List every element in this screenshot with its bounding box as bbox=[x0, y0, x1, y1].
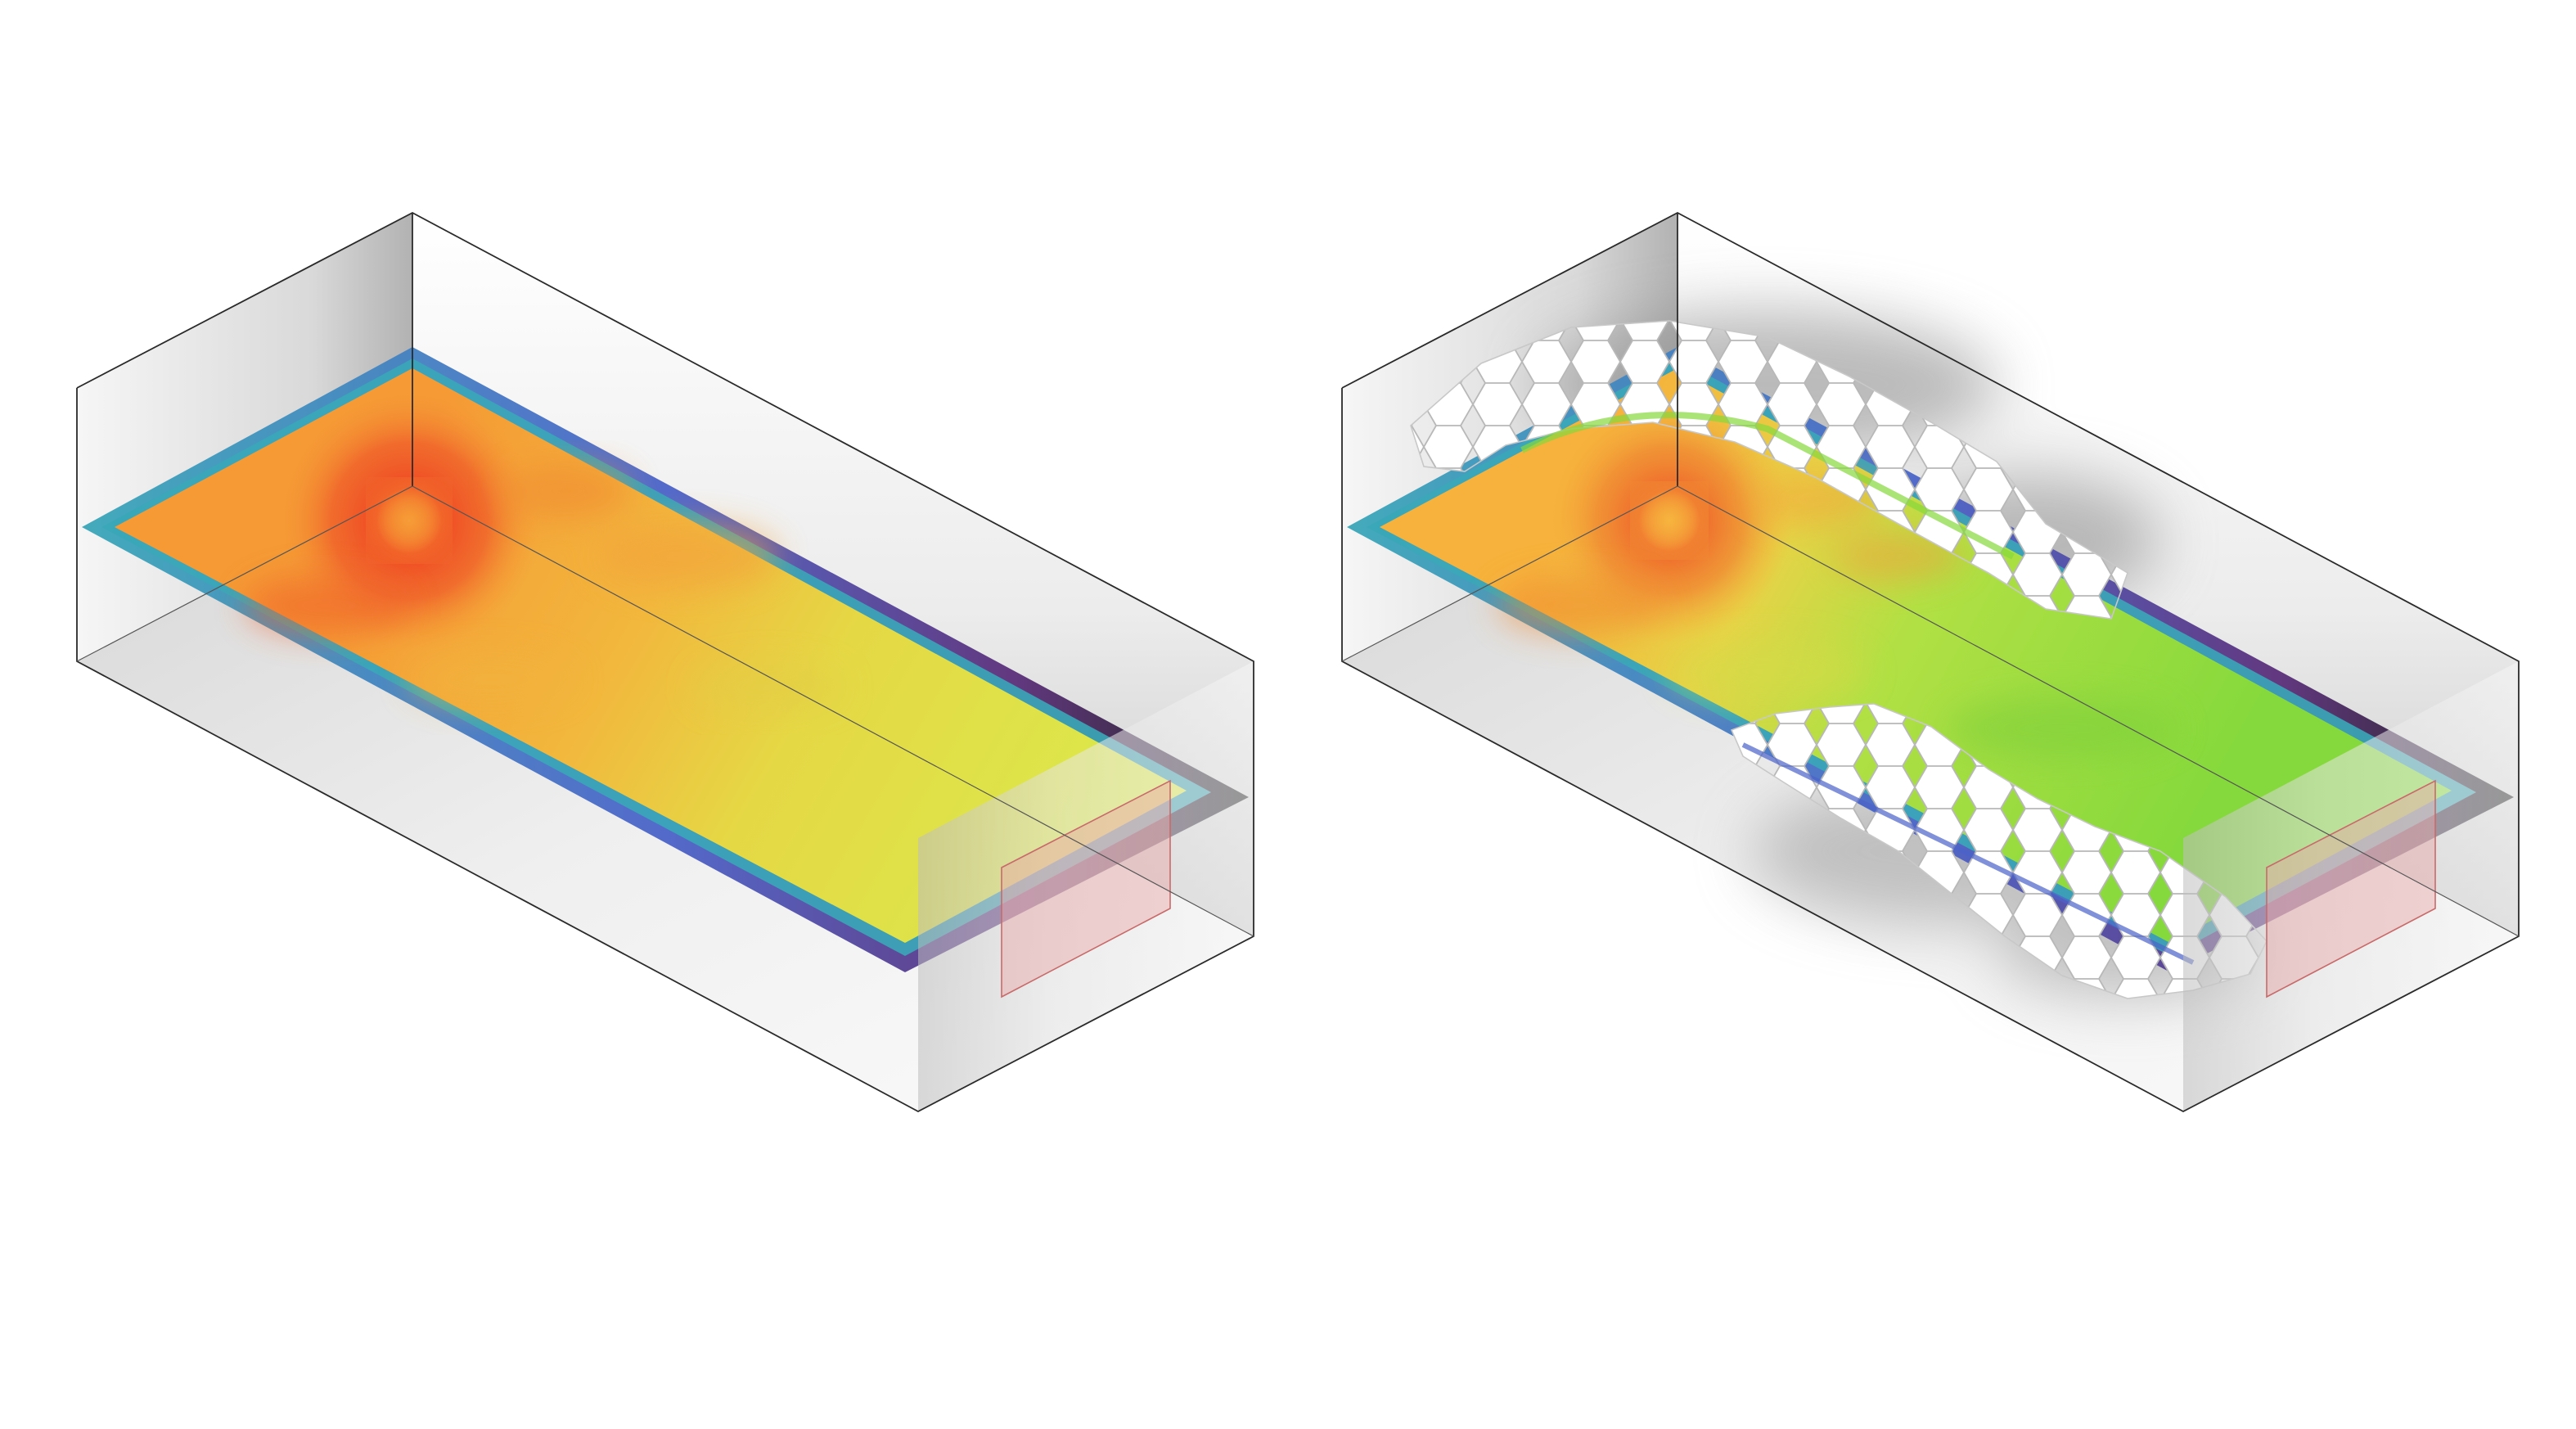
illuminance-heatmap bbox=[1347, 347, 2514, 972]
room-right-wall bbox=[918, 661, 1254, 1111]
hex-panel-cluster-upper bbox=[1410, 320, 2128, 620]
room-outline bbox=[1341, 211, 2520, 1113]
room-outline bbox=[76, 211, 1254, 1113]
room-window bbox=[1001, 779, 1171, 998]
illuminance-heatmap bbox=[82, 347, 1249, 972]
room-right-wall bbox=[2183, 661, 2519, 1111]
room-panel-with-hex-panels bbox=[1341, 211, 2520, 1113]
room-window bbox=[2266, 779, 2436, 998]
room-panel-baseline bbox=[76, 211, 1254, 1113]
